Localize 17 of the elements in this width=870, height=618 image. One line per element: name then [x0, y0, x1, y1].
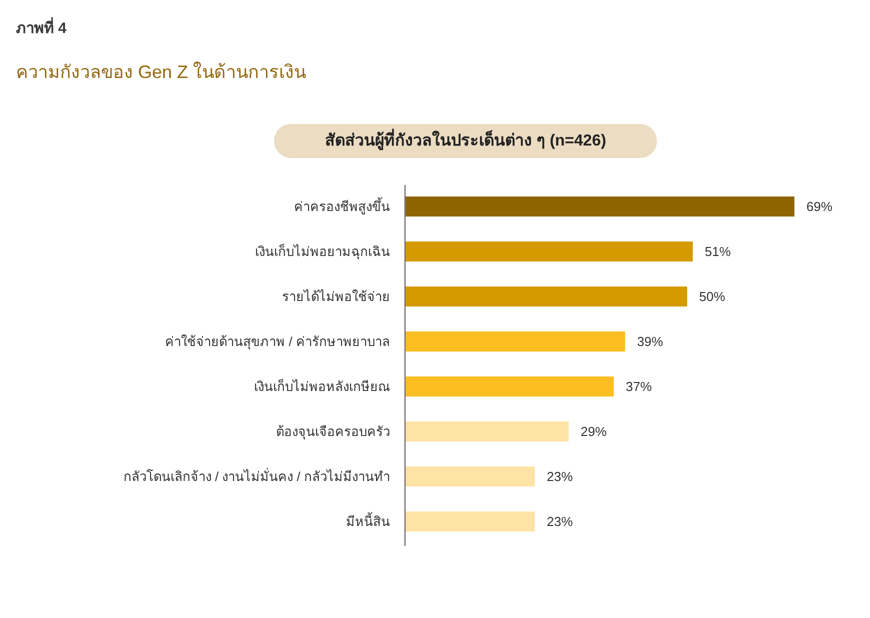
- category-label: เงินเก็บไม่พอหลังเกษียณ: [254, 379, 390, 394]
- category-label: มีหนี้สิน: [346, 514, 390, 529]
- value-label: 37%: [626, 379, 652, 394]
- category-label: ค่าใช้จ่ายด้านสุขภาพ / ค่ารักษาพยาบาล: [165, 334, 390, 349]
- value-label: 29%: [580, 424, 607, 439]
- category-label: เงินเก็บไม่พอยามฉุกเฉิน: [255, 244, 390, 259]
- category-label: ค่าครองชีพสูงขึ้น: [294, 199, 390, 214]
- category-label: รายได้ไม่พอใช้จ่าย: [282, 289, 390, 304]
- value-label: 23%: [546, 514, 573, 529]
- title: ความกังวลของ Gen Z ในด้านการเงิน: [16, 62, 306, 82]
- value-label: 39%: [637, 334, 664, 349]
- value-label: 51%: [704, 244, 731, 259]
- value-label: 23%: [546, 469, 573, 484]
- value-label: 50%: [699, 289, 726, 304]
- value-label: 69%: [806, 199, 832, 214]
- category-label: ต้องจุนเจือครอบครัว: [276, 424, 390, 439]
- category-label: กลัวโดนเลิกจ้าง / งานไม่มั่นคง / กลัวไม่มีงานทำ: [123, 469, 390, 484]
